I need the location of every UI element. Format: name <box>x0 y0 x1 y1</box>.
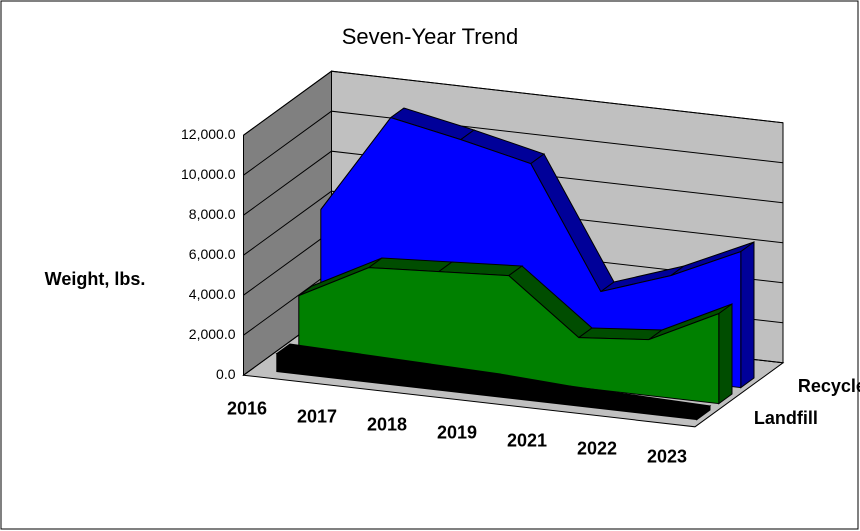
x-tick-label: 2021 <box>507 430 547 450</box>
y-tick-label: 8,000.0 <box>189 206 236 222</box>
x-tick-label: 2022 <box>577 438 617 458</box>
y-tick-label: 4,000.0 <box>189 286 236 302</box>
y-tick-label: 2,000.0 <box>189 326 236 342</box>
grid-line <box>243 150 784 216</box>
x-tick-label: 2016 <box>227 398 267 418</box>
x-tick-label: 2023 <box>647 446 687 466</box>
x-tick-label: 2019 <box>437 422 477 442</box>
y-tick-label: 10,000.0 <box>181 166 236 182</box>
y-tick-label: 12,000.0 <box>181 126 236 142</box>
grid-line <box>243 70 784 136</box>
grid-line <box>243 110 784 176</box>
y-tick-label: 6,000.0 <box>189 246 236 262</box>
x-tick-label: 2018 <box>367 414 407 434</box>
depth-label: Recycle <box>798 376 860 396</box>
grid-line <box>243 190 784 256</box>
chart-title: Seven-Year Trend <box>342 24 519 49</box>
area <box>276 353 698 421</box>
y-axis-title: Weight, lbs. <box>45 269 146 289</box>
depth-label: Landfill <box>754 408 818 428</box>
area <box>298 267 720 405</box>
x-tick-label: 2017 <box>297 406 337 426</box>
area-end <box>740 241 755 389</box>
y-tick-label: 0.0 <box>216 366 236 382</box>
area-end <box>718 303 733 405</box>
